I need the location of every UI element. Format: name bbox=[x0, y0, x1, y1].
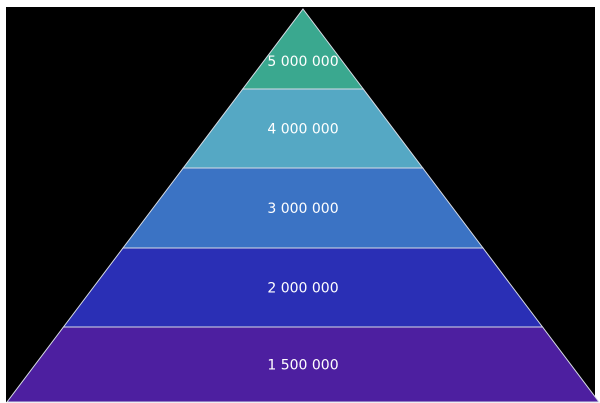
pyramid-tier-label-2: 4 000 000 bbox=[267, 122, 338, 138]
pyramid-tiers: 5 000 000 4 000 000 3 000 000 2 000 000 1 50… bbox=[5, 8, 600, 403]
pyramid-tier-label-1: 5 000 000 bbox=[267, 54, 338, 70]
pyramid-tier-label-4: 2 000 000 bbox=[267, 281, 338, 297]
pyramid-tier-5 bbox=[5, 326, 600, 403]
pyramid-tier-label-3: 3 000 000 bbox=[267, 201, 338, 217]
pyramid-tier-label-5: 1 500 000 bbox=[267, 358, 338, 374]
